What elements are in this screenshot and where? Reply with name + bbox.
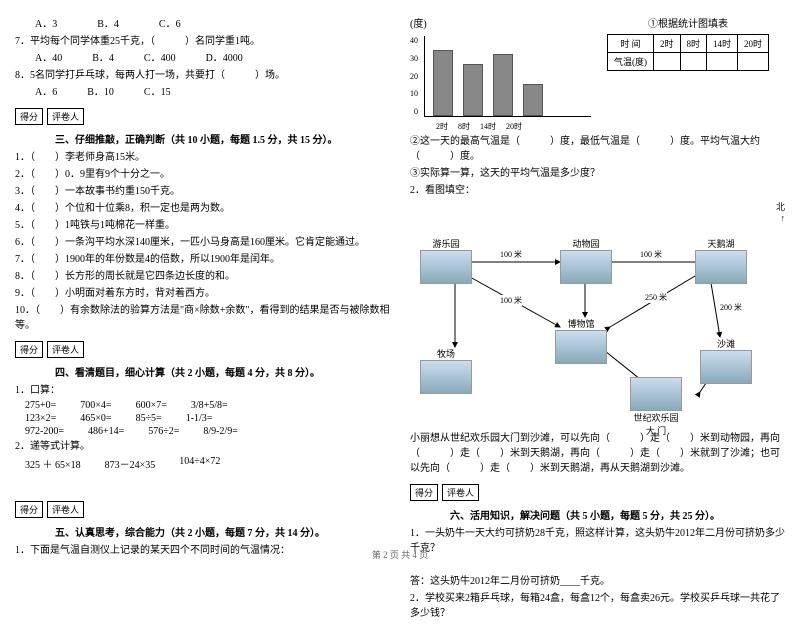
section-3-title: 三、仔细推敲，正确判断（共 10 小题，每题 1.5 分，共 15 分）。 [55, 131, 390, 146]
edge-label: 100 米 [500, 295, 522, 306]
edge-label: 200 米 [720, 302, 742, 313]
node-bowu: 博物馆 [555, 317, 607, 364]
node-dongwu: 动物园 [560, 237, 612, 284]
opt: D．4000 [206, 53, 243, 64]
opt: A．40 [35, 53, 62, 64]
judge: 7．（ ）1900年的年份数是4的倍数，所以1900年是闰年。 [15, 252, 390, 267]
calc2-row: 325 ＋ 65×18873－24×35104÷4×72 [25, 456, 390, 471]
q2: 2．看图填空： [410, 183, 785, 198]
bar [493, 54, 513, 116]
node-tiane: 天鹅湖 [695, 237, 747, 284]
opt: A．6 [35, 87, 57, 98]
calc-title-1: 1．口算： [15, 383, 390, 398]
bar [433, 50, 453, 116]
node-shatan: 沙滩 [700, 337, 752, 384]
y-unit: (度) [410, 17, 591, 32]
problem-2: 2．学校买来2箱乒乓球，每箱24盒，每盒12个，每盒卖26元。学校买乒乓球一共花… [410, 591, 785, 621]
node-muchang: 牧场 [420, 347, 472, 394]
edge-label: 100 米 [640, 249, 662, 260]
map-diagram: 游乐园 动物园 天鹅湖 牧场 博物馆 沙滩 世纪欢乐园 大 门 100 米 10… [410, 227, 770, 427]
score-label: 得分 [15, 341, 43, 358]
opt: C．400 [144, 53, 176, 64]
opt: A．3 [35, 19, 57, 30]
calc-row: 275+0=700×4=600×7=3/8+5/8= [25, 400, 390, 411]
opt: B．4 [92, 53, 114, 64]
score-label: 得分 [15, 108, 43, 125]
judge: 1．（ ）李老师身高15米。 [15, 150, 390, 165]
judge: 5．（ ）1吨铁与1吨棉花一样重。 [15, 218, 390, 233]
edge-label: 100 米 [500, 249, 522, 260]
judge: 6．（ ）一条沟平均水深140厘米，一匹小马身高是160厘米。它肯定能通过。 [15, 235, 390, 250]
judge: 3．（ ）一本故事书约重150千克。 [15, 184, 390, 199]
q8: 8．5名同学打乒乓球，每两人打一场，共要打（ ）场。 [15, 68, 390, 83]
score-label: 得分 [15, 501, 43, 518]
map-fill-text: 小丽想从世纪欢乐园大门到沙滩，可以先向（ ）走（ ）米到动物园，再向（ ）走（ … [410, 431, 785, 476]
section-4-title: 四、看清题目，细心计算（共 2 小题，每题 4 分，共 8 分）。 [55, 364, 390, 379]
page-footer: 第 2 页 共 4 页 [0, 548, 800, 561]
opt: C．6 [159, 19, 181, 30]
bar [463, 64, 483, 116]
temperature-table: 时 间2时8时14时20时 气温(度) [607, 34, 769, 71]
opt: B．4 [97, 19, 119, 30]
y-axis: 403020100 [410, 36, 418, 116]
node-youle: 游乐园 [420, 237, 472, 284]
calc-row: 972-200=486+14=576÷2=8/9-2/9= [25, 426, 390, 437]
opt: B．10 [87, 87, 114, 98]
judge: 8．（ ）长方形的周长就是它四条边长度的和。 [15, 269, 390, 284]
section-6-title: 六、活用知识，解决问题（共 5 小题，每题 5 分，共 25 分）。 [450, 507, 785, 522]
right-column: (度) 403020100 2时8时14时20时 ①根据统计图填表 时 间2时8… [410, 15, 785, 623]
judge: 9．（ ）小明面对着东方时，背对着西方。 [15, 286, 390, 301]
calc-row: 123×2=465×0=85÷5=1-1/3= [25, 413, 390, 424]
judge: 4．（ ）个位和十位乘8，积一定也是两为数。 [15, 201, 390, 216]
section-5-title: 五、认真思考，综合能力（共 2 小题，每题 7 分，共 14 分）。 [55, 524, 390, 539]
chart-q3: ③实际算一算，这天的平均气温是多少度？ [410, 166, 785, 181]
left-column: A．3 B．4 C．6 7．平均每个同学体重25千克，（ ）名同学重1吨。 A．… [15, 15, 390, 623]
opt: C．15 [144, 87, 171, 98]
bar [523, 84, 543, 116]
chart-q2: ②这一天的最高气温是（ ）度，最低气温是（ ）度。平均气温大约（ ）度。 [410, 134, 785, 164]
reviewer-label: 评卷人 [47, 108, 84, 125]
node-damen: 世纪欢乐园 大 门 [630, 377, 682, 437]
judge: 10．（ ）有余数除法的验算方法是"商×除数+余数"，看得到的结果是否与被除数相… [15, 303, 390, 333]
calc-title-2: 2．递等式计算。 [15, 439, 390, 454]
north-label: 北↑ [410, 200, 785, 223]
chart-title: ①根据统计图填表 [607, 17, 769, 32]
x-axis: 2时8时14时20时 [410, 121, 591, 132]
bar-chart: 403020100 [410, 36, 591, 117]
score-label: 得分 [410, 484, 438, 501]
reviewer-label: 评卷人 [442, 484, 479, 501]
judge: 2．（ ）0．9里有9个十分之一。 [15, 167, 390, 182]
problem-1-answer: 答：这头奶牛2012年二月份可挤奶____千克。 [410, 574, 785, 589]
reviewer-label: 评卷人 [47, 341, 84, 358]
reviewer-label: 评卷人 [47, 501, 84, 518]
edge-label: 250 米 [645, 292, 667, 303]
q7: 7．平均每个同学体重25千克，（ ）名同学重1吨。 [15, 34, 390, 49]
